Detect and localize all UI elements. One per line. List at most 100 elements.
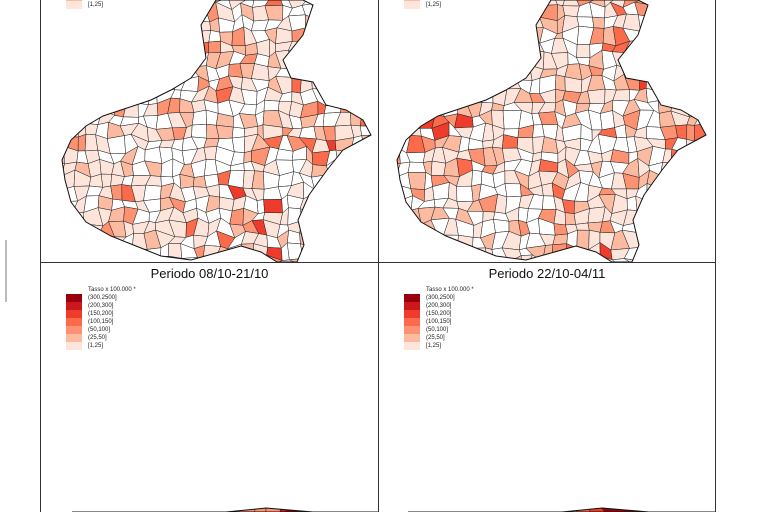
municipality (646, 26, 665, 45)
municipality (317, 19, 329, 30)
municipality (347, 508, 361, 512)
choropleth-map (61, 0, 372, 262)
municipality (314, 26, 329, 40)
map-legend: Tasso x 100.000 *(300,2500](200,300](150… (404, 0, 474, 9)
municipality (327, 9, 340, 21)
municipality (707, 67, 715, 75)
municipality (502, 110, 522, 130)
municipality (128, 508, 148, 512)
municipality (121, 52, 139, 68)
municipality (687, 206, 702, 222)
municipality (192, 508, 208, 512)
municipality (696, 232, 706, 249)
municipality (62, 49, 68, 67)
municipality (335, 0, 352, 10)
legend-swatch (66, 302, 82, 310)
municipality (687, 243, 703, 259)
municipality (191, 109, 207, 126)
municipality (397, 231, 409, 250)
municipality (419, 86, 439, 100)
municipality (708, 111, 715, 124)
legend-label: (200,300] (426, 303, 452, 309)
municipality (350, 52, 364, 65)
municipality (353, 160, 366, 175)
municipality (254, 508, 267, 512)
municipality (310, 0, 331, 11)
municipality (445, 244, 459, 262)
legend-swatch (66, 334, 82, 342)
municipality (332, 508, 350, 512)
municipality (337, 26, 354, 44)
municipality (649, 508, 665, 512)
municipality (309, 508, 330, 512)
municipality (215, 124, 234, 140)
municipality (338, 90, 351, 106)
municipality (111, 73, 125, 93)
municipality (659, 61, 675, 77)
municipality (639, 74, 648, 91)
municipality (397, 209, 401, 220)
municipality (120, 242, 133, 259)
choropleth-map (72, 507, 378, 512)
municipality (493, 8, 509, 22)
municipality (62, 160, 65, 177)
municipality (120, 27, 139, 43)
municipality (158, 38, 172, 58)
region-outline (408, 507, 715, 512)
municipality (208, 30, 221, 43)
municipality (184, 18, 198, 33)
municipality (84, 254, 98, 262)
municipality (514, 14, 532, 30)
municipality (442, 86, 462, 103)
municipality (62, 73, 77, 89)
panel-divider (378, 0, 379, 512)
municipality (158, 1, 174, 21)
municipality (699, 99, 706, 116)
municipality (576, 247, 589, 262)
legend-label: [1,25] (88, 2, 104, 8)
legend-title: Tasso x 100.000 * (88, 287, 136, 293)
municipality (697, 74, 706, 94)
municipality (147, 75, 161, 87)
municipality (456, 185, 474, 203)
municipality (252, 254, 267, 262)
municipality (468, 508, 486, 512)
municipality (62, 66, 67, 82)
municipality (348, 246, 365, 262)
choropleth-map (408, 507, 715, 512)
municipality (639, 254, 648, 262)
municipality (397, 50, 413, 66)
municipality (507, 4, 516, 15)
legend-item: [1,25] (404, 1, 474, 9)
municipality (661, 4, 678, 20)
municipality (182, 56, 198, 68)
municipality (693, 115, 706, 126)
municipality (97, 235, 115, 246)
municipality (422, 66, 435, 80)
municipality (609, 508, 626, 512)
municipality (575, 222, 590, 231)
municipality (466, 56, 483, 64)
municipality (62, 112, 65, 128)
municipality (167, 56, 186, 66)
region-outline (72, 507, 378, 512)
municipality (397, 243, 413, 260)
municipality (433, 243, 451, 260)
municipality (658, 230, 674, 251)
municipality (479, 54, 499, 70)
municipality (698, 163, 706, 178)
municipality (407, 13, 422, 35)
map-panel-3: Periodo 08/10-21/10 Tasso x 100.000 * (30… (41, 263, 378, 512)
municipality (215, 253, 230, 262)
municipality (98, 88, 114, 100)
municipality (660, 19, 678, 35)
municipality (326, 64, 344, 80)
municipality (554, 74, 566, 92)
legend-swatch (404, 302, 420, 310)
municipality (108, 37, 126, 58)
municipality (111, 242, 128, 262)
municipality (71, 220, 90, 237)
municipality (684, 16, 698, 33)
municipality (683, 0, 700, 7)
municipality (323, 235, 344, 250)
